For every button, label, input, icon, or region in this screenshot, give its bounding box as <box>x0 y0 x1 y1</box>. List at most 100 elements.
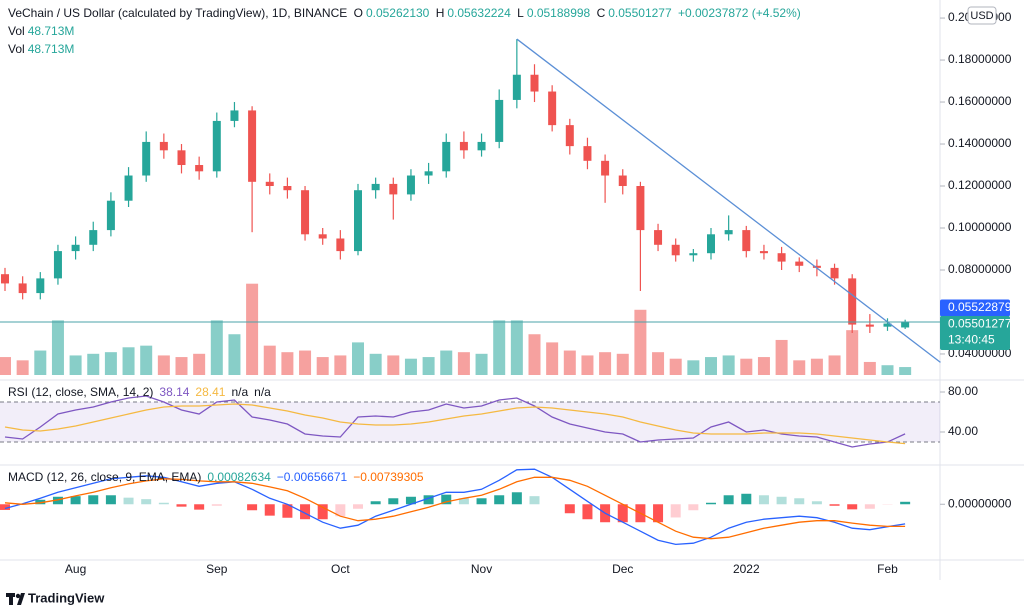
legend-value: 38.14 <box>159 385 189 399</box>
legend-value: 28.41 <box>195 385 225 399</box>
macd-histogram-bar <box>105 495 116 505</box>
macd-histogram-bar <box>758 495 769 505</box>
candle-body <box>477 141 486 151</box>
change: +0.00237872 (+4.52%) <box>677 6 801 20</box>
volume-bar <box>863 361 876 375</box>
candle-body <box>512 74 521 100</box>
volume-bar <box>228 334 241 375</box>
macd-histogram-bar <box>582 504 593 520</box>
macd-histogram-bar <box>511 492 522 505</box>
volume-bar <box>104 352 117 375</box>
ohlc-value: 0.05501277 <box>608 6 672 20</box>
macd-histogram-bar <box>123 497 134 505</box>
candle-body <box>442 141 451 172</box>
price-badge-label: 0.05522879 <box>948 300 1012 314</box>
macd-histogram-bar <box>35 499 46 505</box>
volume-bar <box>828 355 841 375</box>
ohlc-value: 0.05188998 <box>526 6 591 20</box>
candle-body <box>371 183 380 191</box>
volume-bar <box>334 355 347 375</box>
macd-histogram-bar <box>247 504 258 511</box>
volume-bar <box>775 339 788 375</box>
symbol-header: VeChain / US Dollar (calculated by Tradi… <box>8 6 804 20</box>
pane-title: MACD (12, 26, close, 9, EMA, EMA) <box>8 470 201 484</box>
indicator-line <box>4 476 906 540</box>
candle-body <box>830 267 839 279</box>
volume-bar <box>475 353 488 375</box>
candle-body <box>406 175 415 195</box>
candle-body <box>759 251 768 254</box>
x-tick-label: Sep <box>206 562 228 576</box>
candle-body <box>106 200 115 231</box>
volume-bar <box>510 320 523 375</box>
volume-bar <box>493 320 506 375</box>
candle-body <box>354 190 362 252</box>
volume-bar <box>140 345 153 375</box>
volume-bar <box>369 353 382 375</box>
macd-histogram-bar <box>70 496 81 505</box>
x-tick-label: Aug <box>65 562 86 576</box>
volume-bar <box>563 350 576 375</box>
volume-bar <box>246 283 259 375</box>
macd-histogram-bar <box>52 496 63 505</box>
macd-histogram-bar <box>300 504 311 520</box>
ohlc-value: 0.05262130 <box>365 6 430 20</box>
macd-histogram-bar <box>794 498 805 505</box>
volume-bar <box>210 320 223 375</box>
volume-bar <box>669 358 682 375</box>
volume-bar <box>34 350 47 375</box>
volume-bar <box>263 345 276 375</box>
macd-histogram-bar <box>441 494 452 505</box>
volume-bar <box>634 309 647 375</box>
volume-bar <box>299 350 312 375</box>
candle-body <box>548 91 557 126</box>
volume-bar <box>422 357 435 375</box>
ohlc-label: L <box>517 6 524 20</box>
macd-histogram-bar <box>811 501 822 505</box>
volume-bar <box>122 347 135 375</box>
ohlc-label: H <box>435 6 445 20</box>
macd-histogram-bar <box>317 504 328 520</box>
y-tick-label: 0.08000000 <box>948 262 1012 276</box>
legend-value: −0.00656671 <box>277 470 348 484</box>
candle-body <box>601 160 610 176</box>
candle-body <box>124 175 133 201</box>
candle-body <box>389 183 398 195</box>
candle-body <box>742 230 751 252</box>
macd-histogram-bar <box>617 504 628 523</box>
price-badge-label: 0.05501277 <box>948 317 1012 331</box>
candle-body <box>36 278 45 294</box>
y-tick-label: 0.00000000 <box>948 496 1012 510</box>
indicator-line <box>4 395 906 448</box>
macd-histogram-bar <box>688 504 699 511</box>
macd-histogram-bar <box>706 502 716 505</box>
candle-body <box>565 125 574 147</box>
candle-body <box>636 186 645 231</box>
footer-brand: TradingView <box>28 590 105 605</box>
volume-bar <box>740 358 753 375</box>
x-tick-label: Dec <box>612 562 633 576</box>
countdown: 13:40:45 <box>948 333 995 347</box>
candle-body <box>212 120 221 172</box>
pane-title: RSI (12, close, SMA, 14, 2) <box>8 385 153 399</box>
y-tick-label: 0.18000000 <box>948 52 1012 66</box>
candle-body <box>671 244 680 256</box>
volume-bar <box>175 357 188 375</box>
candle-body <box>71 244 80 252</box>
macd-histogram-bar <box>158 502 169 505</box>
candle-body <box>424 171 433 176</box>
candle-body <box>301 190 310 235</box>
candle-body <box>177 150 186 166</box>
price-badge <box>940 299 1010 317</box>
volume-bar <box>51 320 64 375</box>
candle-body <box>248 110 257 182</box>
indicator-line <box>4 468 906 546</box>
volume-bar <box>899 367 912 375</box>
volume-bar <box>281 352 294 375</box>
candle-body <box>1 274 9 284</box>
candle-body <box>530 74 539 92</box>
ohlc-label: O <box>353 6 363 20</box>
y-tick-label: 40.00 <box>948 424 978 438</box>
macd-histogram-bar <box>670 504 681 518</box>
